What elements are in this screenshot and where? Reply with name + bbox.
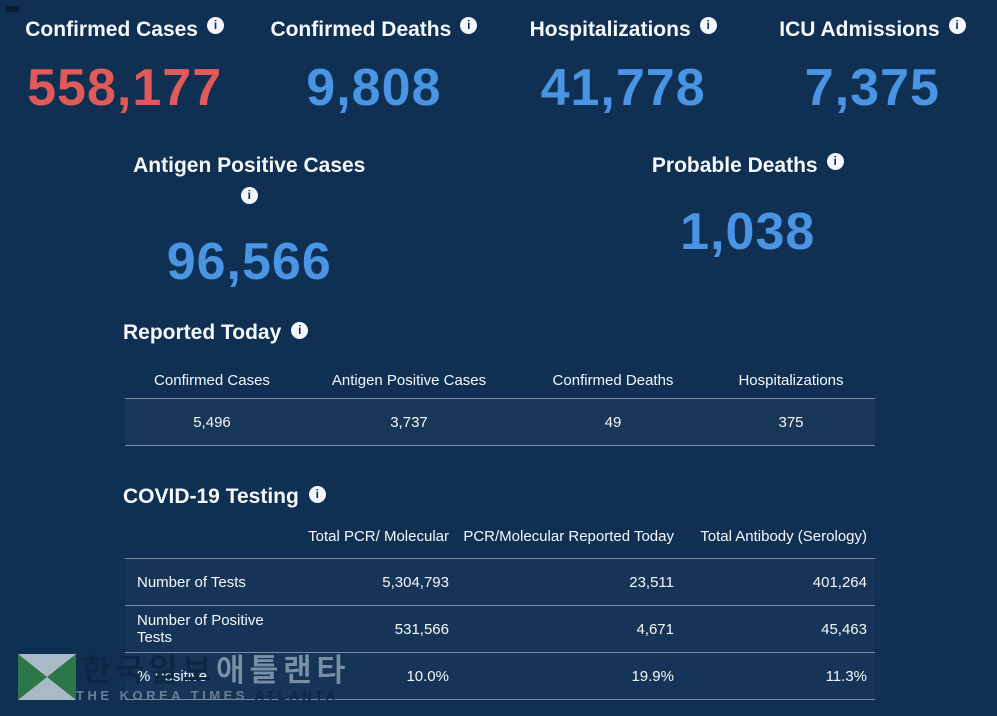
stat-value: 41,778 xyxy=(540,59,706,117)
info-icon[interactable]: i xyxy=(206,17,224,34)
column-header: Total Antibody (Serology) xyxy=(700,527,867,545)
reported-today-section: Reported Today i Confirmed Cases Antigen … xyxy=(123,320,877,446)
stat-label: Probable Deaths xyxy=(651,154,818,177)
stat-label: Hospitalizations xyxy=(529,18,691,41)
cell-value: 531,566 xyxy=(394,620,449,638)
info-icon[interactable]: i xyxy=(699,17,717,34)
stat-label: Confirmed Deaths xyxy=(270,18,452,41)
stat-card-hospitalizations: Hospitalizations i 41,778 xyxy=(499,16,748,118)
info-icon[interactable]: i xyxy=(291,322,309,339)
stat-title-icon-line: i xyxy=(0,182,499,208)
stat-title: Confirmed Cases i xyxy=(0,16,249,44)
cell-value: 5,304,793 xyxy=(382,573,449,591)
table-row: Number of Tests 5,304,793 23,511 401,264 xyxy=(125,559,875,606)
cell-value: 23,511 xyxy=(629,573,674,591)
stat-title: Probable Deaths i xyxy=(499,152,997,180)
stat-title: Hospitalizations i xyxy=(499,16,748,44)
column-header: Confirmed Deaths xyxy=(552,371,674,389)
reported-today-table: Confirmed Cases Antigen Positive Cases C… xyxy=(125,362,875,446)
column-header: Antigen Positive Cases xyxy=(331,371,487,389)
stat-value: 9,808 xyxy=(306,59,442,117)
section-heading: Reported Today i xyxy=(123,320,877,346)
info-icon[interactable]: i xyxy=(826,153,844,170)
stat-label: ICU Admissions xyxy=(779,18,940,41)
cell-value: 5,496 xyxy=(193,413,231,431)
cell-value: 4,671 xyxy=(636,620,674,638)
stat-title: ICU Admissions i xyxy=(748,16,997,44)
secondary-stat-row: Antigen Positive Cases i 96,566 Probable… xyxy=(0,152,997,292)
stat-value: 1,038 xyxy=(680,203,816,261)
column-header: Confirmed Cases xyxy=(154,371,270,389)
cell-value: 10.0% xyxy=(406,667,449,685)
section-title: COVID-19 Testing xyxy=(123,485,299,508)
section-heading: COVID-19 Testing i xyxy=(123,484,877,510)
stat-card-confirmed-deaths: Confirmed Deaths i 9,808 xyxy=(249,16,498,118)
table-header-row: Total PCR/ Molecular PCR/Molecular Repor… xyxy=(125,514,875,559)
cell-value: 11.3% xyxy=(825,667,867,685)
cell-value: 45,463 xyxy=(821,620,867,638)
info-icon[interactable]: i xyxy=(948,17,966,34)
section-title: Reported Today xyxy=(123,321,282,344)
stat-value: 7,375 xyxy=(804,59,940,117)
column-header: Hospitalizations xyxy=(738,371,844,389)
row-label: Number of Positive Tests xyxy=(137,612,264,646)
cell-value: 401,264 xyxy=(812,573,867,591)
cell-value: 19.9% xyxy=(631,667,674,685)
testing-section: COVID-19 Testing i Total PCR/ Molecular P… xyxy=(123,484,877,700)
row-label: % Positive xyxy=(137,667,208,685)
info-icon[interactable]: i xyxy=(308,486,326,503)
stat-value: 558,177 xyxy=(27,59,223,117)
table-row: Number of Positive Tests 531,566 4,671 4… xyxy=(125,606,875,653)
stat-label: Confirmed Cases xyxy=(25,18,198,41)
stat-card-antigen-positive: Antigen Positive Cases i 96,566 xyxy=(0,152,499,292)
info-icon[interactable]: i xyxy=(460,17,478,34)
column-header: Total PCR/ Molecular xyxy=(308,527,449,545)
column-header: PCR/Molecular Reported Today xyxy=(463,527,674,545)
info-icon[interactable]: i xyxy=(240,187,258,204)
stat-title: Confirmed Deaths i xyxy=(249,16,498,44)
stat-value: 96,566 xyxy=(166,233,332,291)
stat-card-icu-admissions: ICU Admissions i 7,375 xyxy=(748,16,997,118)
table-row: % Positive 10.0% 19.9% 11.3% xyxy=(125,653,875,700)
corner-artifact xyxy=(6,6,19,12)
stat-card-probable-deaths: Probable Deaths i 1,038 xyxy=(499,152,997,292)
cell-value: 3,737 xyxy=(390,413,428,431)
stat-title: Antigen Positive Cases xyxy=(133,154,366,177)
cell-value: 49 xyxy=(604,413,622,431)
korea-times-flag-icon xyxy=(18,654,76,700)
hero-stat-row: Confirmed Cases i 558,177 Confirmed Death… xyxy=(0,16,997,118)
cell-value: 375 xyxy=(778,413,804,431)
table-header-row: Confirmed Cases Antigen Positive Cases C… xyxy=(125,362,875,399)
row-label: Number of Tests xyxy=(137,573,246,591)
stat-card-confirmed-cases: Confirmed Cases i 558,177 xyxy=(0,16,249,118)
table-row: 5,496 3,737 49 375 xyxy=(125,399,875,446)
testing-table: Total PCR/ Molecular PCR/Molecular Repor… xyxy=(125,514,875,700)
